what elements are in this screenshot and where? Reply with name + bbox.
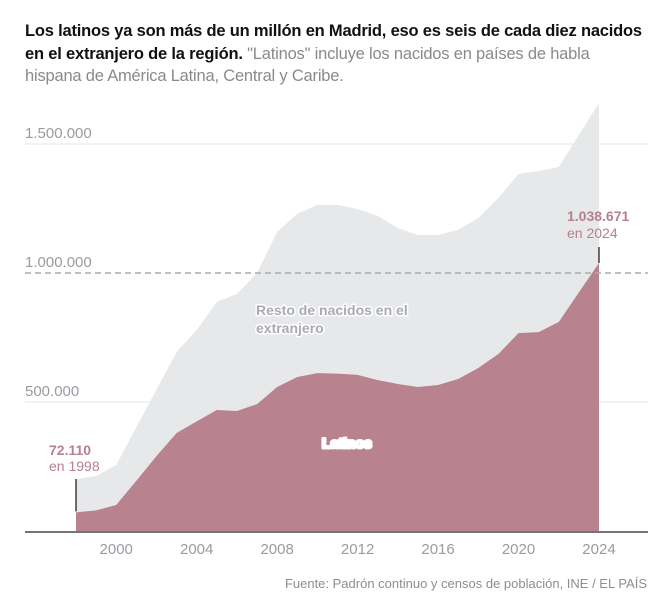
area-layer [76, 102, 599, 531]
title-bold: Los latinos ya son más de un millón en M… [25, 22, 642, 63]
annotation-value-1998: 72.110 [49, 442, 91, 458]
annotation-year-1998: en 1998 [49, 458, 100, 474]
x-tick-label: 2000 [100, 541, 133, 558]
annotation-value-2024: 1.038.671 [567, 208, 629, 224]
x-tick-label: 2012 [341, 541, 374, 558]
x-tick-label: 2004 [180, 541, 213, 558]
series-label-resto-line2: extranjero [256, 320, 324, 336]
x-tick-label: 2020 [502, 541, 535, 558]
annotation-year-2024: en 2024 [567, 225, 618, 241]
y-tick-label: 1.000.000 [25, 254, 92, 271]
x-tick-label: 2024 [582, 541, 615, 558]
grid-layer: 500.000 1.000.000 1.500.000 [25, 125, 648, 403]
overlay-layer: 2000 2004 2008 2012 2016 2020 2024 [25, 272, 648, 558]
source-note: Fuente: Padrón continuo y censos de pobl… [284, 576, 647, 591]
chart-title: Los latinos ya son más de un millón en M… [25, 20, 645, 88]
y-tick-label: 500.000 [25, 383, 79, 400]
area-latinos [76, 263, 599, 531]
series-label-resto: Resto de nacidos en el [256, 302, 408, 318]
x-tick-label: 2008 [260, 541, 293, 558]
title-subtitle: "Latinos" incluye los nacidos en países … [25, 44, 590, 86]
series-label-latinos: Latinos [322, 435, 372, 451]
y-tick-label: 1.500.000 [25, 125, 92, 142]
x-tick-label: 2016 [421, 541, 454, 558]
